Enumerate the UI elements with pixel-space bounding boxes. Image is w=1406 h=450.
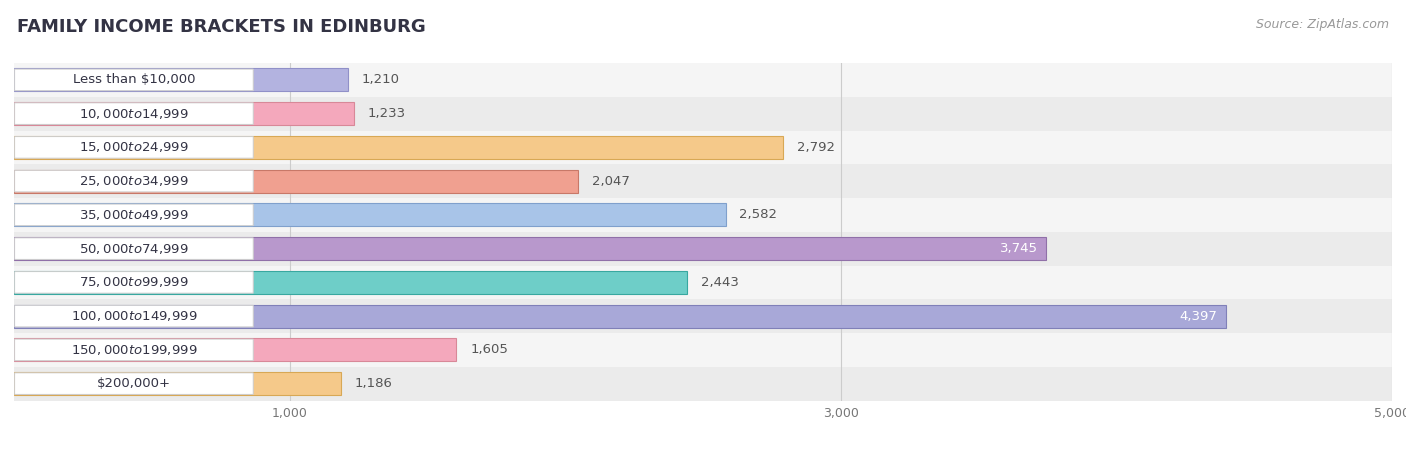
Text: 2,047: 2,047 — [592, 175, 630, 188]
Text: $75,000 to $99,999: $75,000 to $99,999 — [79, 275, 188, 289]
Bar — [14, 130, 1392, 164]
Text: 1,210: 1,210 — [361, 73, 399, 86]
FancyBboxPatch shape — [14, 69, 253, 91]
Text: 2,792: 2,792 — [797, 141, 835, 154]
Bar — [14, 136, 783, 159]
Bar — [14, 203, 725, 226]
Bar — [14, 198, 1392, 232]
Text: 1,186: 1,186 — [354, 377, 392, 390]
FancyBboxPatch shape — [14, 170, 253, 192]
Text: 1,605: 1,605 — [470, 343, 508, 356]
Bar — [14, 102, 354, 125]
FancyBboxPatch shape — [14, 373, 253, 394]
Bar — [14, 372, 340, 395]
Bar — [14, 63, 1392, 97]
Bar — [14, 164, 1392, 198]
Bar — [14, 68, 347, 91]
Bar — [14, 232, 1392, 266]
Bar — [14, 271, 688, 294]
Text: $50,000 to $74,999: $50,000 to $74,999 — [79, 242, 188, 256]
FancyBboxPatch shape — [14, 103, 253, 125]
FancyBboxPatch shape — [14, 306, 253, 327]
Bar — [14, 97, 1392, 130]
Bar — [14, 338, 457, 361]
Bar — [14, 367, 1392, 400]
Bar — [14, 237, 1046, 260]
Text: 4,397: 4,397 — [1180, 310, 1218, 323]
Text: $10,000 to $14,999: $10,000 to $14,999 — [79, 107, 188, 121]
Bar — [14, 305, 1226, 328]
Bar — [14, 333, 1392, 367]
Text: 2,582: 2,582 — [740, 208, 778, 221]
Text: $200,000+: $200,000+ — [97, 377, 172, 390]
Text: $150,000 to $199,999: $150,000 to $199,999 — [70, 343, 197, 357]
Text: $35,000 to $49,999: $35,000 to $49,999 — [79, 208, 188, 222]
Text: $15,000 to $24,999: $15,000 to $24,999 — [79, 140, 188, 154]
FancyBboxPatch shape — [14, 272, 253, 293]
Text: 3,745: 3,745 — [1000, 242, 1038, 255]
Text: FAMILY INCOME BRACKETS IN EDINBURG: FAMILY INCOME BRACKETS IN EDINBURG — [17, 18, 426, 36]
FancyBboxPatch shape — [14, 339, 253, 361]
Text: Source: ZipAtlas.com: Source: ZipAtlas.com — [1256, 18, 1389, 31]
Text: $100,000 to $149,999: $100,000 to $149,999 — [70, 309, 197, 323]
FancyBboxPatch shape — [14, 238, 253, 259]
Bar — [14, 299, 1392, 333]
Text: 2,443: 2,443 — [702, 276, 740, 289]
Bar — [14, 170, 578, 193]
Text: $25,000 to $34,999: $25,000 to $34,999 — [79, 174, 188, 188]
FancyBboxPatch shape — [14, 204, 253, 226]
FancyBboxPatch shape — [14, 137, 253, 158]
Text: Less than $10,000: Less than $10,000 — [73, 73, 195, 86]
Text: 1,233: 1,233 — [367, 107, 406, 120]
Bar — [14, 266, 1392, 299]
